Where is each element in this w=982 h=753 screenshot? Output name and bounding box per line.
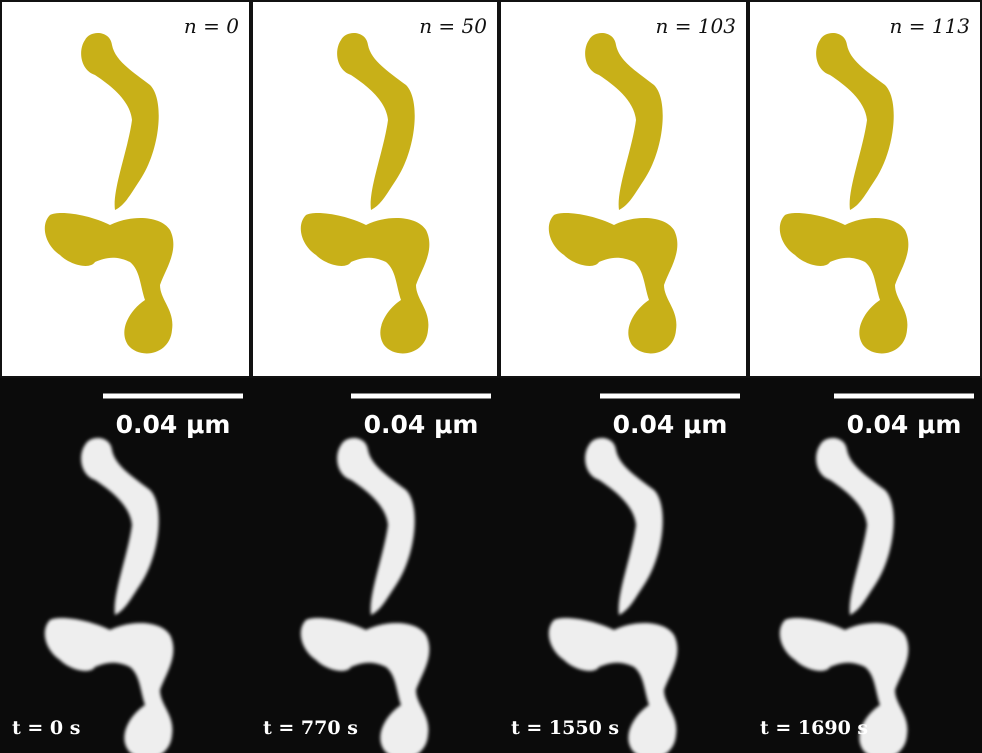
scale-label: 0.04 μm [613, 410, 728, 439]
simulation-panel [0, 0, 251, 378]
time-label: t = 770 s [263, 717, 358, 739]
time-label: t = 1690 s [760, 717, 868, 739]
iteration-label: n = 103 [655, 14, 736, 38]
micrograph-row [0, 378, 982, 753]
time-label: t = 0 s [12, 717, 80, 739]
time-label: t = 1550 s [511, 717, 619, 739]
scale-label: 0.04 μm [364, 410, 479, 439]
iteration-label: n = 50 [419, 14, 487, 38]
iteration-label: n = 0 [184, 14, 239, 38]
scale-label: 0.04 μm [116, 410, 231, 439]
scale-label: 0.04 μm [847, 410, 962, 439]
iteration-label: n = 113 [889, 14, 970, 38]
